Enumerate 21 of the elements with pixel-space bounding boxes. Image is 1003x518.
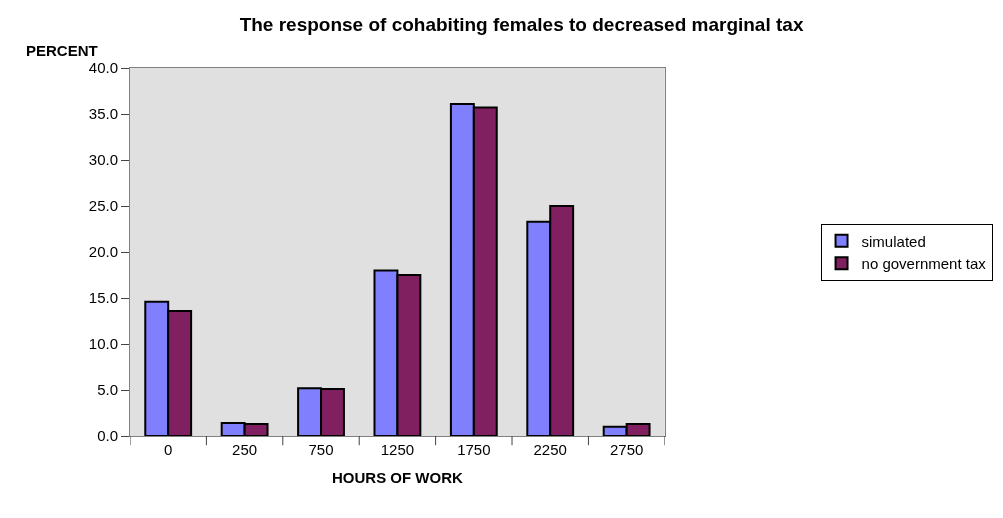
x-tick-label: 2750 [609,441,644,458]
y-tick-label: 20.0 [88,243,118,261]
y-tick-label: 35.0 [88,105,118,123]
y-tick-label: 15.0 [88,289,118,307]
x-tick-label: 1250 [380,441,415,458]
chart-title: The response of cohabiting females to decreased marginal tax [239,14,804,36]
y-tick-label: 5.0 [97,381,118,399]
y-tick-label: 30.0 [88,151,118,169]
legend-label: no government tax [861,255,987,273]
y-axis-title: PERCENT [26,42,98,59]
y-tick-label: 40.0 [88,59,118,77]
x-tick-label: 750 [308,441,334,458]
x-tick-label: 0 [164,441,173,458]
y-tick-label: 0.0 [97,427,118,445]
x-tick-label: 2250 [533,441,567,458]
legend-label: simulated [861,232,926,250]
y-tick-label: 25.0 [88,197,118,215]
x-tick-label: 1750 [457,441,491,458]
x-axis-title: HOURS OF WORK [332,469,463,486]
y-tick-label: 10.0 [88,335,118,353]
x-tick-label: 250 [232,441,258,458]
